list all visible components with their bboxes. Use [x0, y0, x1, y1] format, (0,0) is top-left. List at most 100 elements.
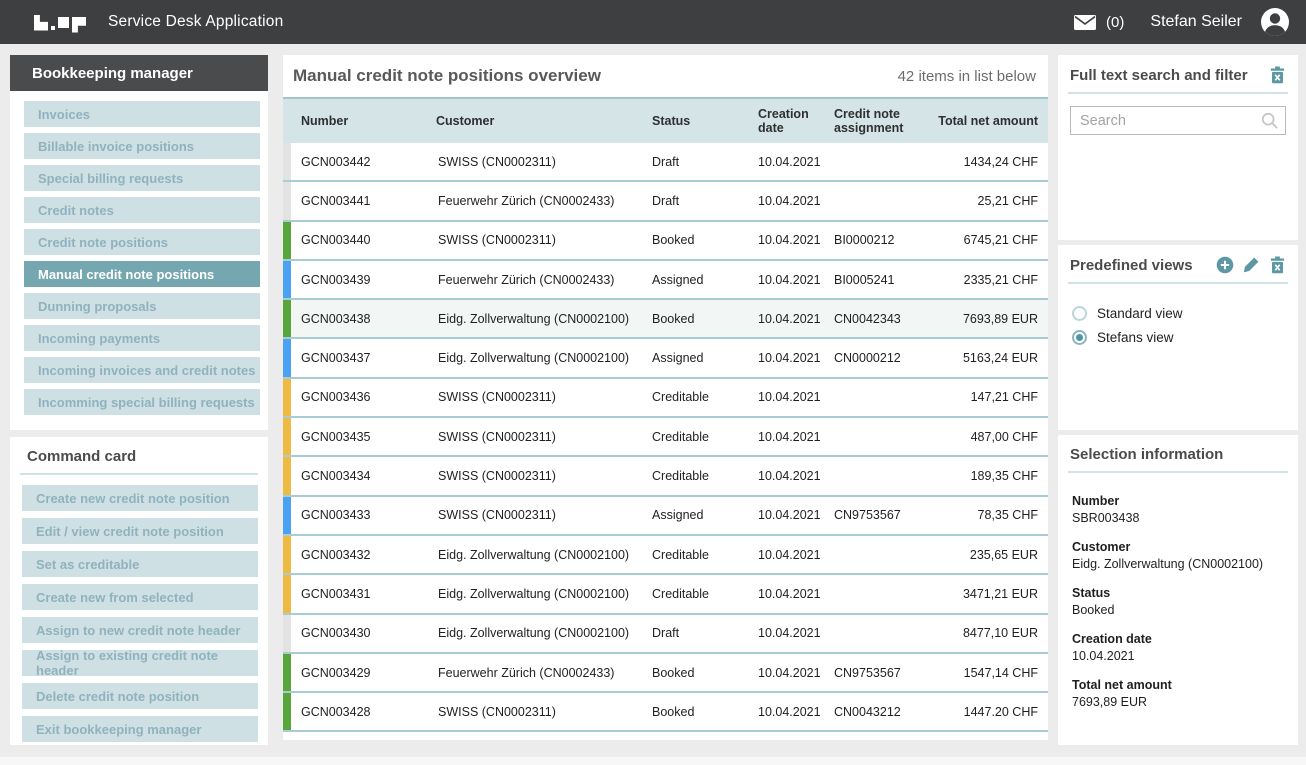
radio-icon[interactable]: [1072, 330, 1087, 345]
cell-number: GCN003429: [301, 665, 371, 680]
cell-assignment: [828, 143, 928, 180]
table-row[interactable]: GCN003437 Eidg. Zollverwaltung (CN0002100…: [283, 339, 1048, 379]
table-body: GCN003442 SWISS (CN0002311) Draft 10.04.202…: [283, 143, 1048, 733]
set-as-creditable-button[interactable]: Set as creditable: [22, 551, 258, 577]
table-row[interactable]: GCN003431 Eidg. Zollverwaltung (CN0002100…: [283, 575, 1048, 615]
cell-status: Draft: [652, 193, 680, 208]
cell-creation-date: 10.04.2021: [758, 508, 821, 523]
main-panel: Manual credit note positions overview 42…: [283, 55, 1048, 740]
status-strip-creditable: [283, 457, 291, 495]
edit-view-pencil-icon[interactable]: [1242, 256, 1260, 274]
sidebar-item-incoming-payments[interactable]: Incoming payments: [24, 325, 260, 351]
selection-field-status: Status Booked: [1072, 585, 1286, 619]
table-row[interactable]: GCN003433 SWISS (CN0002311) Assigned 10.04.…: [283, 496, 1048, 536]
cell-assignment: BI0005241: [834, 272, 895, 287]
delete-credit-note-position-button[interactable]: Delete credit note position: [22, 683, 258, 709]
status-strip-booked: [283, 300, 291, 338]
sidebar-item-dunning-proposals[interactable]: Dunning proposals: [24, 293, 260, 319]
table-row[interactable]: GCN003442 SWISS (CN0002311) Draft 10.04.202…: [283, 143, 1048, 183]
view-option-stefans-view[interactable]: Stefans view: [1072, 330, 1298, 345]
sidebar-item-manual-credit-note-positions[interactable]: Manual credit note positions: [24, 261, 260, 287]
command-card-title: Command card: [27, 448, 137, 465]
cell-amount: 235,65 EUR: [969, 547, 1038, 562]
cell-customer: Eidg. Zollverwaltung (CN0002100): [438, 626, 630, 641]
cell-customer: SWISS (CN0002311): [438, 469, 556, 484]
cell-status: Booked: [652, 665, 695, 680]
cell-number: GCN003433: [301, 508, 371, 523]
create-new-credit-note-position-button[interactable]: Create new credit note position: [22, 485, 258, 511]
mail-icon[interactable]: [1073, 13, 1097, 31]
table-row[interactable]: GCN003434 SWISS (CN0002311) Creditable 10.0…: [283, 457, 1048, 497]
table-row[interactable]: GCN003439 Feuerwehr Zürich (CN0002433) Ass…: [283, 260, 1048, 301]
cell-creation-date: 10.04.2021: [758, 390, 821, 405]
selection-field-total-net-amount: Total net amount 7693,89 EUR: [1072, 677, 1286, 711]
column-header-number[interactable]: Number: [301, 113, 349, 128]
selection-field-label: Status: [1072, 586, 1111, 600]
cell-customer: Feuerwehr Zürich (CN0002433): [438, 272, 615, 287]
cell-assignment: [828, 379, 928, 416]
cell-assignment: CN0042343: [834, 311, 901, 326]
create-new-from-selected-button[interactable]: Create new from selected: [22, 584, 258, 610]
column-header-status[interactable]: Status: [652, 113, 691, 128]
assign-to-new-credit-note-header-button[interactable]: Assign to new credit note header: [22, 617, 258, 643]
cell-customer: Eidg. Zollverwaltung (CN0002100): [438, 586, 630, 601]
status-strip-assigned: [283, 339, 291, 377]
cell-number: GCN003442: [301, 154, 371, 169]
column-header-customer[interactable]: Customer: [436, 113, 495, 128]
column-header-creation-date[interactable]: Creation date: [758, 106, 809, 135]
views-panel-title: Predefined views: [1070, 256, 1193, 274]
sidebar-item-incomming-special-billing-requests[interactable]: Incomming special billing requests: [24, 389, 260, 415]
cell-customer: Feuerwehr Zürich (CN0002433): [438, 193, 615, 208]
clear-filter-trash-x-icon[interactable]: [1268, 66, 1286, 84]
cell-amount: 1547,14 CHF: [963, 665, 1038, 680]
selection-field-label: Number: [1072, 494, 1120, 508]
sidebar-header: Bookkeeping manager: [10, 55, 268, 91]
sidebar-item-credit-notes[interactable]: Credit notes: [24, 197, 260, 223]
cell-number: GCN003437: [301, 351, 371, 366]
sidebar-item-billable-invoice-positions[interactable]: Billable invoice positions: [24, 133, 260, 159]
exit-bookkeeping-manager-button[interactable]: Exit bookkeeping manager: [22, 716, 258, 742]
selection-field-value: 10.04.2021: [1072, 649, 1135, 663]
search-input[interactable]: [1070, 106, 1286, 135]
sidebar-item-invoices[interactable]: Invoices: [24, 101, 260, 127]
cell-number: GCN003440: [301, 233, 371, 248]
status-strip-creditable: [283, 535, 291, 574]
table-row[interactable]: GCN003430 Eidg. Zollverwaltung (CN0002100…: [283, 614, 1048, 654]
divider: [1068, 282, 1288, 284]
cell-creation-date: 10.04.2021: [758, 429, 821, 444]
delete-view-trash-x-icon[interactable]: [1268, 256, 1286, 274]
divider: [20, 473, 258, 475]
sidebar-item-incoming-invoices-and-credit-notes[interactable]: Incoming invoices and credit notes: [24, 357, 260, 383]
table-row[interactable]: GCN003440 SWISS (CN0002311) Booked 10.04.20…: [283, 221, 1048, 261]
sidebar-item-special-billing-requests[interactable]: Special billing requests: [24, 165, 260, 191]
table-row[interactable]: GCN003432 Eidg. Zollverwaltung (CN0002100…: [283, 535, 1048, 576]
cell-assignment: [828, 575, 928, 612]
table-row[interactable]: GCN003428 SWISS (CN0002311) Booked 10.04.20…: [283, 693, 1048, 733]
user-avatar-icon[interactable]: [1260, 7, 1290, 37]
cell-amount: 25,21 CHF: [977, 193, 1038, 208]
cell-status: Creditable: [652, 469, 709, 484]
table-row[interactable]: GCN003429 Feuerwehr Zürich (CN0002433) Boo…: [283, 653, 1048, 694]
edit-view-credit-note-position-button[interactable]: Edit / view credit note position: [22, 518, 258, 544]
view-option-standard-view[interactable]: Standard view: [1072, 306, 1298, 321]
table-row[interactable]: GCN003438 Eidg. Zollverwaltung (CN0002100…: [283, 300, 1048, 340]
cell-creation-date: 10.04.2021: [758, 272, 821, 287]
cell-assignment: CN9753567: [834, 508, 901, 523]
column-header-credit-note-assignment[interactable]: Credit note assignment: [834, 106, 904, 135]
cell-creation-date: 10.04.2021: [758, 154, 821, 169]
sidebar-item-credit-note-positions[interactable]: Credit note positions: [24, 229, 260, 255]
table-header: Number Customer Status Creation date Cre…: [283, 97, 1048, 143]
add-view-plus-circle-icon[interactable]: [1216, 256, 1234, 274]
cell-customer: Feuerwehr Zürich (CN0002433): [438, 665, 615, 680]
cell-creation-date: 10.04.2021: [758, 351, 821, 366]
table-row[interactable]: GCN003436 SWISS (CN0002311) Creditable 10.0…: [283, 378, 1048, 419]
column-header-total-net-amount[interactable]: Total net amount: [938, 113, 1038, 128]
table-row[interactable]: GCN003435 SWISS (CN0002311) Creditable 10.0…: [283, 418, 1048, 458]
cell-amount: 189,35 CHF: [970, 469, 1038, 484]
selection-field-value: Eidg. Zollverwaltung (CN0002100): [1072, 557, 1264, 571]
selection-field-value: 7693,89 EUR: [1072, 695, 1148, 709]
status-strip-draft: [283, 182, 291, 220]
table-row[interactable]: GCN003441 Feuerwehr Zürich (CN0002433) Dra…: [283, 182, 1048, 222]
radio-icon[interactable]: [1072, 306, 1087, 321]
assign-to-existing-credit-note-header-button[interactable]: Assign to existing credit note header: [22, 648, 258, 678]
